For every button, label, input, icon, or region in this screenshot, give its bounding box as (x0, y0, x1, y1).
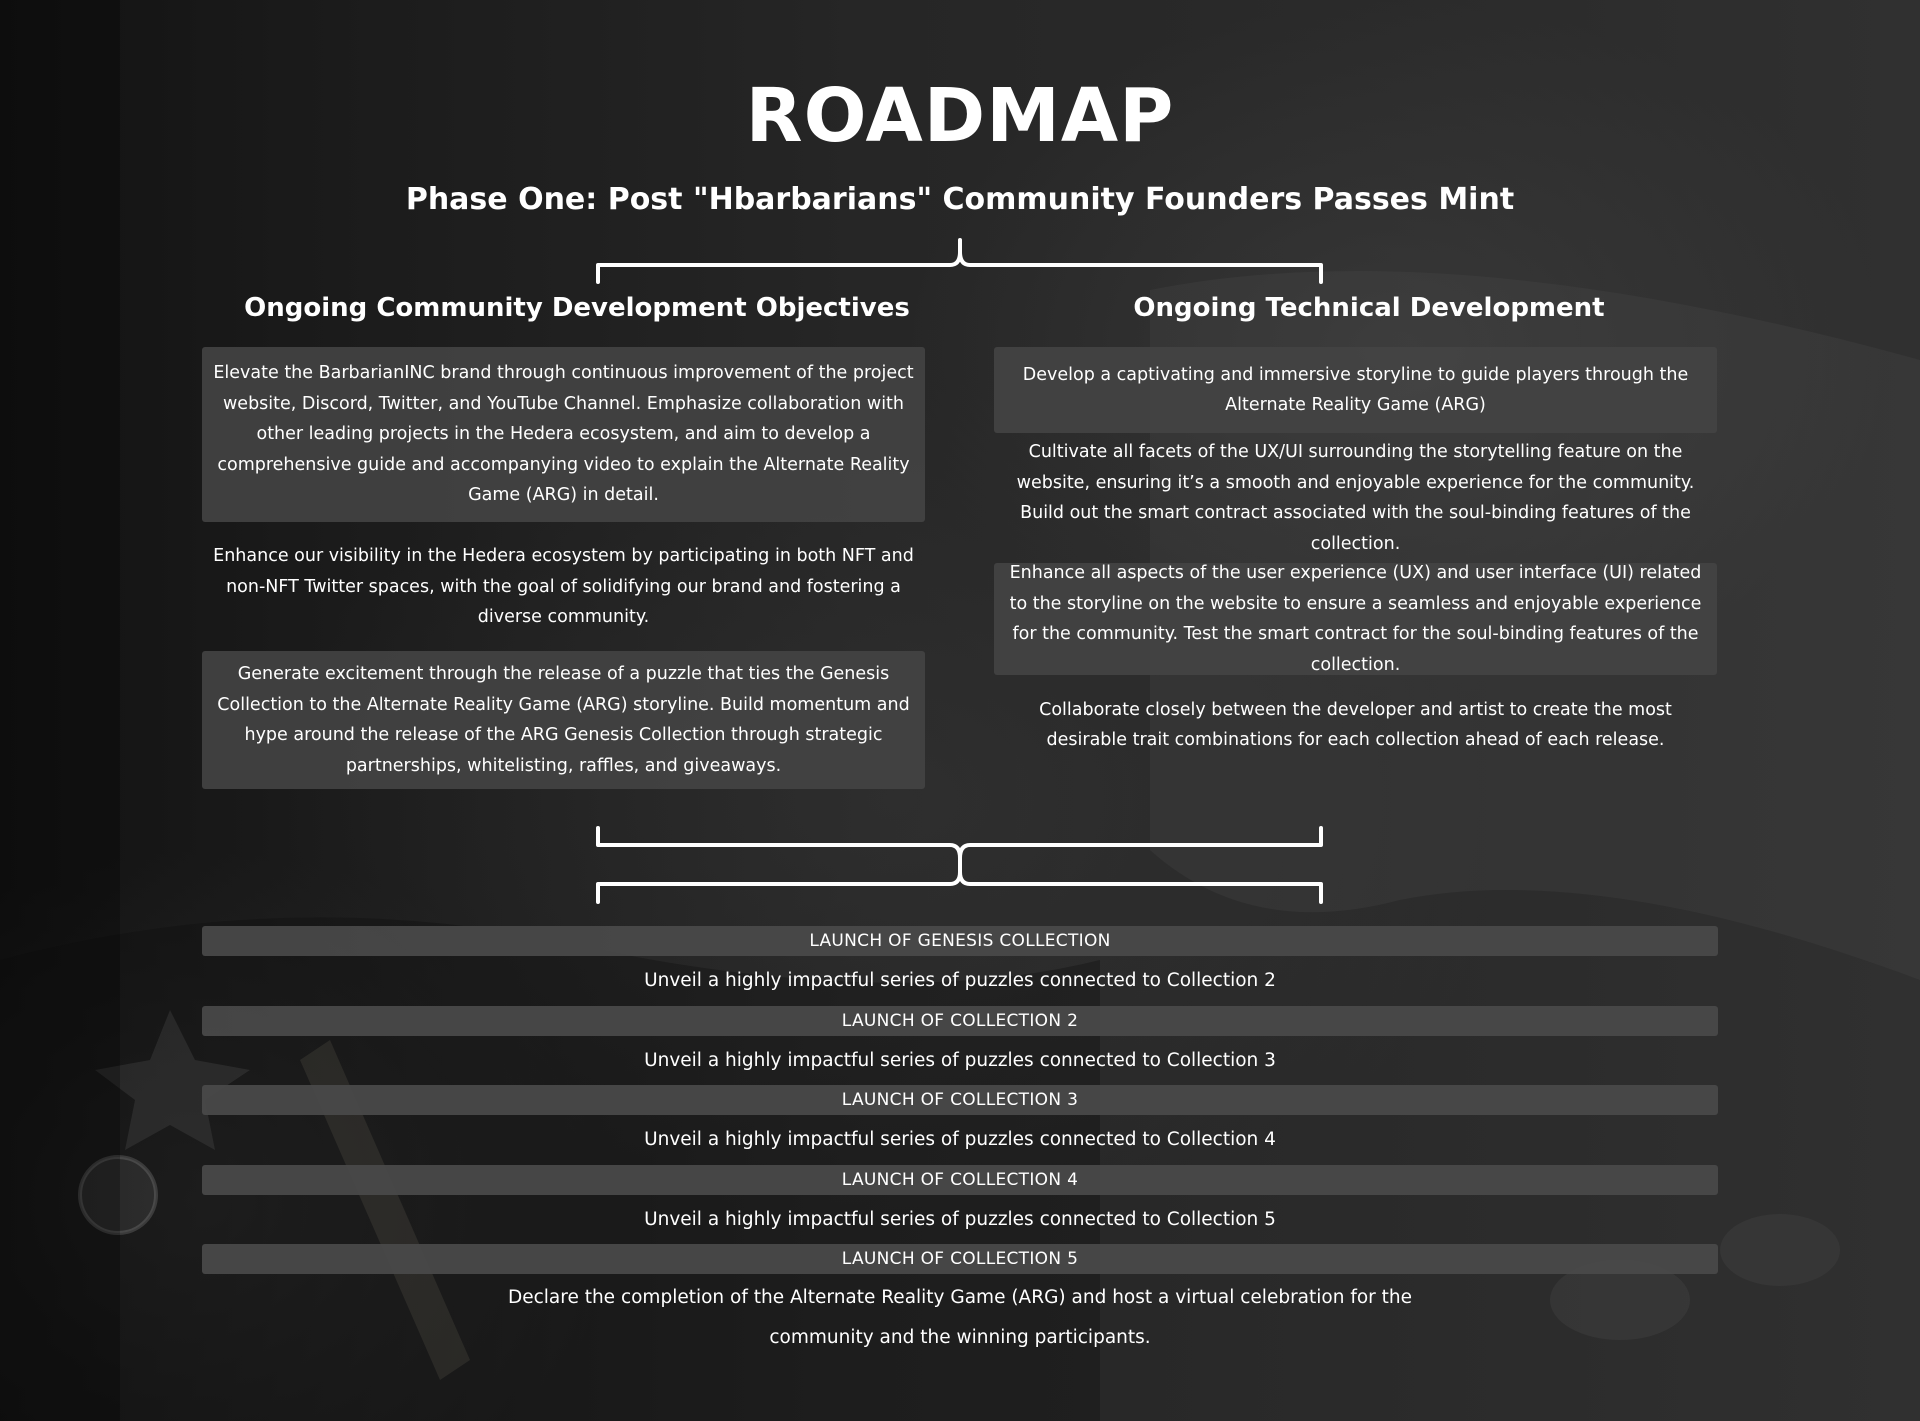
technical-item-card: Enhance all aspects of the user experien… (994, 563, 1717, 675)
technical-item-card: Develop a captivating and immersive stor… (994, 347, 1717, 433)
timeline-detail: Unveil a highly impactful series of puzz… (644, 1129, 1276, 1150)
community-objective-card: Enhance our visibility in the Hedera eco… (202, 532, 925, 642)
technical-item-card: Cultivate all facets of the UX/UI surrou… (994, 442, 1717, 554)
launch-collection-5-bar: LAUNCH OF COLLECTION 5 (202, 1244, 1718, 1274)
launch-collection-3-bar: LAUNCH OF COLLECTION 3 (202, 1085, 1718, 1115)
page-title: ROADMAP (745, 73, 1175, 159)
technical-item-card: Collaborate closely between the develope… (994, 685, 1717, 765)
launch-collection-4-bar: LAUNCH OF COLLECTION 4 (202, 1165, 1718, 1195)
technical-item-text: Develop a captivating and immersive stor… (1022, 364, 1689, 416)
community-objective-text: Enhance our visibility in the Hedera eco… (213, 546, 914, 628)
community-objective-text: Generate excitement through the release … (217, 664, 910, 776)
timeline-detail: Unveil a highly impactful series of puzz… (644, 1050, 1276, 1071)
launch-collection-2-bar: LAUNCH OF COLLECTION 2 (202, 1006, 1718, 1036)
community-objective-card: Generate excitement through the release … (202, 651, 925, 789)
technical-development-heading: Ongoing Technical Development (1133, 293, 1605, 323)
phase-title: Phase One: Post "Hbarbarians" Community … (405, 182, 1515, 217)
technical-item-text: Cultivate all facets of the UX/UI surrou… (1016, 442, 1695, 554)
timeline-detail: Unveil a highly impactful series of puzz… (644, 970, 1276, 991)
technical-item-text: Collaborate closely between the develope… (1039, 699, 1672, 751)
community-objective-text: Elevate the BarbarianINC brand through c… (213, 363, 914, 506)
timeline-detail: Unveil a highly impactful series of puzz… (644, 1209, 1276, 1230)
technical-item-text: Enhance all aspects of the user experien… (1009, 563, 1702, 675)
launch-genesis-collection-bar: LAUNCH OF GENESIS COLLECTION (202, 926, 1718, 956)
community-objectives-heading: Ongoing Community Development Objectives (244, 293, 910, 323)
community-objective-card: Elevate the BarbarianINC brand through c… (202, 347, 925, 522)
final-celebration-text: Declare the completion of the Alternate … (507, 1287, 1413, 1348)
